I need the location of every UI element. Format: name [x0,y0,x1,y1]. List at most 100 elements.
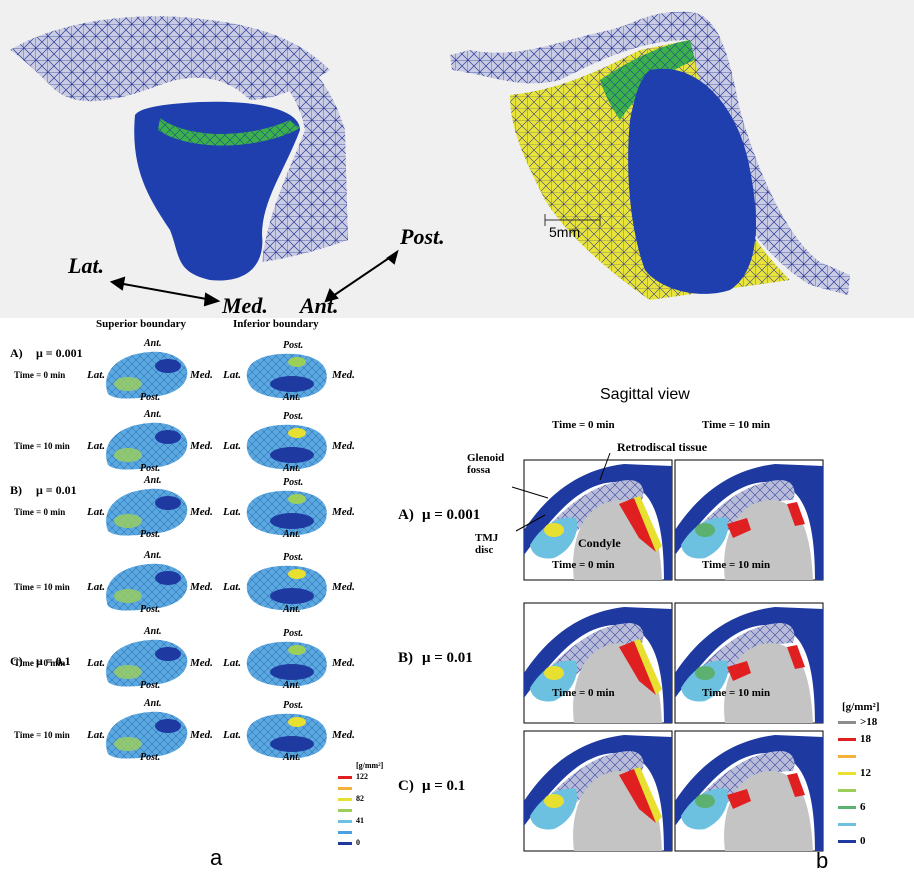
superior-disc-high-stress [114,737,142,751]
inferior-disc-high-stress [288,717,306,727]
right-3d-joint-model [450,11,850,300]
legend-swatch [838,788,856,792]
label-med: Med. [190,440,213,452]
legend-swatch [338,786,352,790]
label-ant: Ant. [144,626,162,637]
glenoid-fossa-region [675,464,823,580]
legend-b-item [838,782,880,799]
superior-disc-low-stress [155,571,181,585]
row-group-label: C) [10,654,23,668]
inferior-disc-low-stress [270,447,314,463]
col-header-superior: Superior boundary [96,318,186,330]
legend-a-item: 0 [338,837,383,848]
row-time-label: Time = 0 min [14,658,66,668]
row-time-label: Time = 10 min [14,582,70,592]
label-inf-bottom: Ant. [283,529,301,540]
inferior-disc-high-stress [288,357,306,367]
label-med: Med. [332,506,355,518]
label-inf-top: Post. [283,700,304,711]
label-med: Med. [332,657,355,669]
panel-b-title: Sagittal view [600,386,690,403]
col-header-inferior: Inferior boundary [233,318,319,330]
red-stress-region [727,661,751,681]
annot-retrodiscal: Retrodiscal tissue [617,440,708,454]
legend-a-item [338,826,383,837]
legend-a-unit: [g/mm²] [356,761,384,770]
row-group-label: A) [10,346,23,360]
row-mu-label: μ = 0.1 [422,778,466,794]
annot-tmj: TMJ [475,532,499,544]
inferior-disc-low-stress [270,513,314,529]
yellow-stress-region [634,639,662,695]
glenoid-fossa-region [524,464,672,580]
left-3d-joint-model [10,16,348,281]
legend-b-item: 18 [838,731,880,748]
label-inf-top: Post. [283,340,304,351]
tmj-disc [530,517,578,559]
label-post: Post. [400,224,445,249]
row-mu-label: μ = 0.01 [422,650,473,666]
label-med: Med. [222,293,268,318]
panel-a-disc-maps [106,351,327,759]
legend-swatch [838,805,856,809]
legend-value: 41 [356,816,364,825]
glenoid-fossa-region [524,735,672,851]
label-inf-top: Post. [283,552,304,563]
legend-a-item [338,782,383,793]
label-post: Post. [140,752,161,763]
scale-bar-label: 5mm [549,224,581,240]
row-time-label: Time = 0 min [14,507,66,517]
legend-b-item: >18 [838,714,880,731]
label-med: Med. [332,581,355,593]
legend-b-item: 0 [838,833,880,850]
inferior-disc-low-stress [270,376,314,392]
disc-stress-spot [695,666,715,680]
annot-glenoid: Glenoid [467,452,505,464]
label-lat: Lat. [223,657,242,669]
superior-disc-low-stress [155,496,181,510]
disc-stress-spot [544,523,564,537]
red-stress-region [619,498,656,552]
legend-swatch [338,841,352,845]
red-stress-region [619,641,656,695]
tmj-disc [681,788,729,830]
glenoid-fossa-region [675,607,823,723]
red-stress-region [787,645,805,669]
legend-value: 82 [356,794,364,803]
label-ant: Ant. [300,293,339,318]
red-stress-region [727,518,751,538]
row-group-label: C) [398,778,414,794]
row-time-label: Time = 10 min [14,441,70,451]
label-med: Med. [190,657,213,669]
superior-disc-high-stress [114,377,142,391]
row-group-label: B) [398,650,413,666]
inferior-disc-high-stress [288,428,306,438]
legend-b-item: 6 [838,799,880,816]
legend-swatch [338,797,352,801]
glenoid-fossa-region [524,607,672,723]
legend-a-item: 122 [338,771,383,782]
label-ant: Ant. [144,550,162,561]
label-med: Med. [190,369,213,381]
superior-disc-low-stress [155,647,181,661]
label-med: Med. [332,440,355,452]
legend-b-item [838,816,880,833]
label-lat: Lat. [87,581,106,593]
row-time-label: Time = 0 min [14,370,66,380]
legend-swatch [838,771,856,775]
label-inf-bottom: Ant. [283,680,301,691]
annot-glenoid-fossa: Glenoid fossa [467,452,504,476]
row-group-label: A) [398,507,414,523]
label-ant: Ant. [144,698,162,709]
label-med: Med. [332,369,355,381]
inferior-disc-high-stress [288,569,306,579]
label-med: Med. [190,581,213,593]
legend-b-item [838,748,880,765]
label-med: Med. [332,729,355,741]
legend-swatch [838,839,856,843]
inferior-disc-high-stress [288,645,306,655]
red-stress-region [727,789,751,809]
label-post: Post. [140,392,161,403]
row-mu-label: μ = 0.001 [36,346,83,360]
disc-stress-spot [695,794,715,808]
